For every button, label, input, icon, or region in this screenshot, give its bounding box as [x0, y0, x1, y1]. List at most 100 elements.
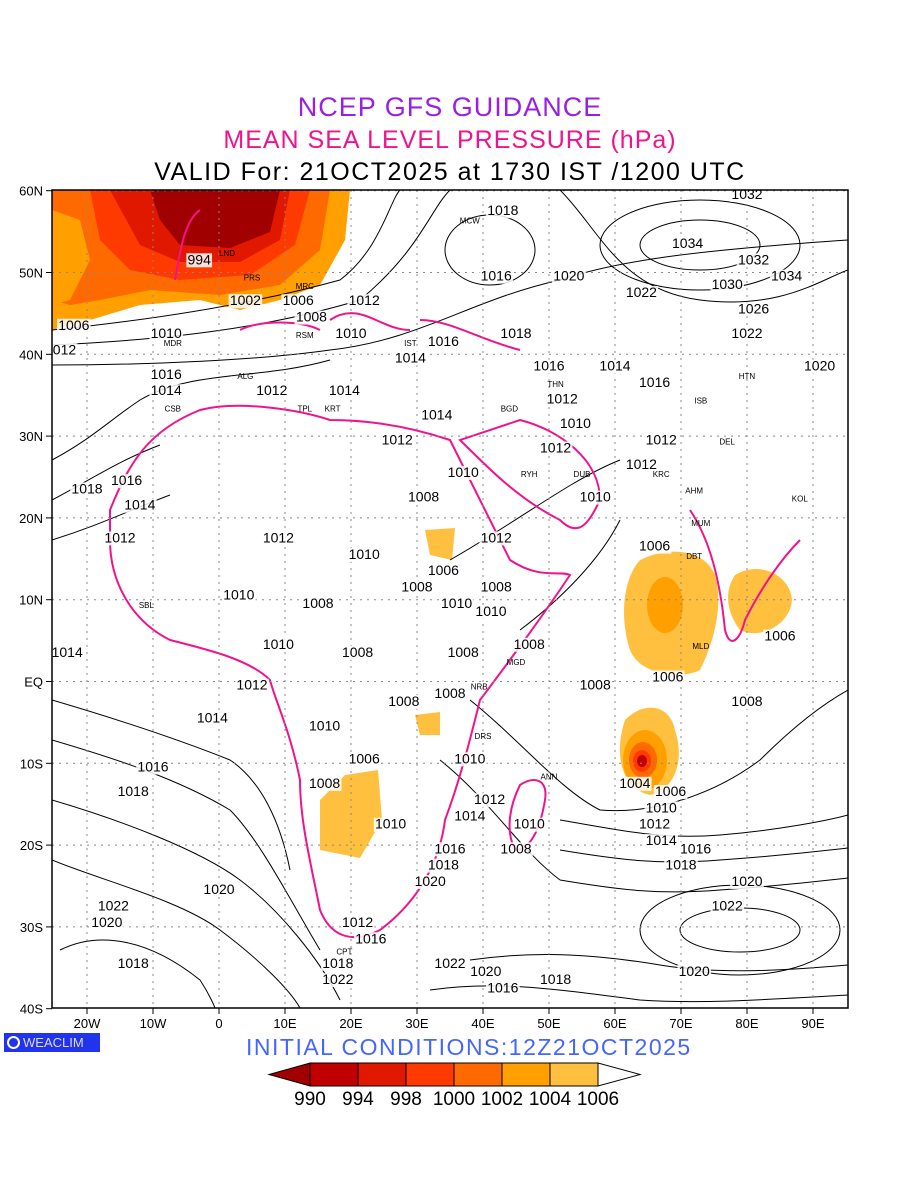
contour-label-bg: [710, 277, 744, 292]
contour-label: 1010: [151, 325, 182, 341]
contour-label-bg: [347, 294, 381, 309]
contour-label: 1010: [560, 415, 591, 431]
contour-label: 1012: [342, 914, 373, 930]
contour-label-bg: [545, 392, 579, 407]
contour-label: 1016: [680, 840, 711, 856]
contour-label: 1002: [230, 292, 261, 308]
lat-tick-label: 50N: [19, 266, 43, 281]
lat-tick-label: 30N: [19, 429, 43, 444]
contour-label-bg: [373, 817, 408, 832]
contour-label-bg: [420, 408, 454, 423]
contour-label-bg: [400, 580, 434, 595]
contour-label-bg: [136, 760, 170, 775]
contour-label-bg: [103, 531, 137, 546]
contour-label-bg: [186, 253, 213, 268]
colorbar-low-arrow: [267, 1062, 311, 1087]
contour-label-bg: [730, 190, 764, 202]
contour-label: 1010: [441, 595, 472, 611]
contour-label-bg: [116, 785, 150, 800]
station-label: MDR: [164, 339, 182, 348]
contour-label: 1026: [738, 300, 769, 316]
contour-label: 1014: [329, 382, 360, 398]
contour-label: 1008: [408, 489, 439, 505]
contour-label: 1006: [428, 562, 459, 578]
contour-label: 1010: [580, 489, 611, 505]
contour-label-bg: [802, 359, 837, 374]
contour-label-bg: [730, 875, 764, 889]
contour-label-bg: [90, 915, 124, 930]
contour-label: 1018: [428, 857, 459, 873]
map-frame: [51, 189, 849, 1009]
station-label: KRC: [653, 470, 670, 479]
colorbar-swatch: [501, 1062, 551, 1087]
contour-label: 1014: [124, 497, 155, 513]
colorbar-swatch: [357, 1062, 407, 1087]
contour-label-bg: [736, 302, 771, 317]
contour-label: 1022: [731, 325, 762, 341]
lon-tick-label: 40E: [471, 1016, 494, 1031]
contour-label: 1020: [731, 873, 762, 889]
contour-label-bg: [354, 932, 388, 947]
contour-label-bg: [123, 498, 157, 513]
contour-label: 1014: [599, 358, 630, 374]
contour-label: 1034: [771, 268, 802, 284]
contour-label-bg: [618, 776, 652, 791]
contour-label: 1018: [118, 955, 149, 971]
contour-label: 1010: [309, 718, 340, 734]
lat-tick-label: 20N: [19, 511, 43, 526]
lon-tick-label: 70E: [669, 1016, 692, 1031]
contour-label-bg: [472, 793, 507, 808]
contour-label-bg: [653, 785, 688, 800]
contour-label-bg: [426, 564, 461, 579]
contour-label: 1030: [712, 276, 743, 292]
colorbar-label: 998: [390, 1089, 422, 1110]
contour-label-bg: [347, 547, 381, 562]
contour-label-bg: [469, 964, 503, 979]
contour-label-bg: [327, 384, 362, 399]
contour-label: 1010: [646, 799, 677, 815]
weaclim-logo: WEACLIM: [4, 1033, 100, 1052]
contour-label: 1008: [731, 693, 762, 709]
contour-label-bg: [538, 973, 573, 988]
lon-tick-label: 10W: [140, 1016, 167, 1031]
colorbar-label: 990: [294, 1089, 326, 1110]
contour-label: 1010: [263, 636, 294, 652]
contour-label-bg: [578, 678, 612, 693]
contour-label: 1020: [91, 914, 122, 930]
station-label: HTN: [739, 372, 756, 381]
contour-label: 1020: [470, 963, 501, 979]
station-label: RYH: [521, 470, 538, 479]
low-pressure-arabian-sea: [624, 551, 792, 675]
contour-label: 1018: [118, 783, 149, 799]
contour-label-bg: [70, 482, 104, 497]
contour-label-bg: [202, 883, 236, 898]
contour-label: 1008: [342, 644, 373, 660]
contour-label: 1012: [639, 816, 670, 832]
valid-time: VALID For: 21OCT2025 at 1730 IST /1200 U…: [154, 158, 746, 186]
station-label: MUM: [691, 519, 710, 528]
station-label: TPL: [297, 405, 312, 414]
station-label: RSM: [296, 331, 314, 340]
contour-label-bg: [195, 711, 230, 726]
contour-label: 1012: [540, 439, 571, 455]
contour-label-bg: [406, 490, 441, 505]
contour-label: 1012: [349, 292, 380, 308]
contour-label: 1014: [395, 349, 426, 365]
contour-label-bg: [479, 580, 513, 595]
contour-label: 1008: [481, 579, 512, 595]
contour-label-bg: [294, 310, 329, 325]
lat-tick-label: 10N: [19, 593, 43, 608]
lon-tick-label: 20E: [339, 1016, 362, 1031]
contour-label: 1008: [434, 685, 465, 701]
station-label: IST: [404, 339, 417, 348]
lon-tick-label: 0: [215, 1016, 222, 1031]
contour-label: 1008: [448, 644, 479, 660]
station-label: DRS: [475, 732, 492, 741]
station-label: KRT: [325, 405, 341, 414]
lat-tick-label: 30S: [20, 920, 43, 935]
contour-label: 1016: [355, 930, 386, 946]
contour-label: 1020: [203, 881, 234, 897]
lon-tick-label: 80E: [735, 1016, 758, 1031]
contour-label-bg: [479, 531, 513, 546]
